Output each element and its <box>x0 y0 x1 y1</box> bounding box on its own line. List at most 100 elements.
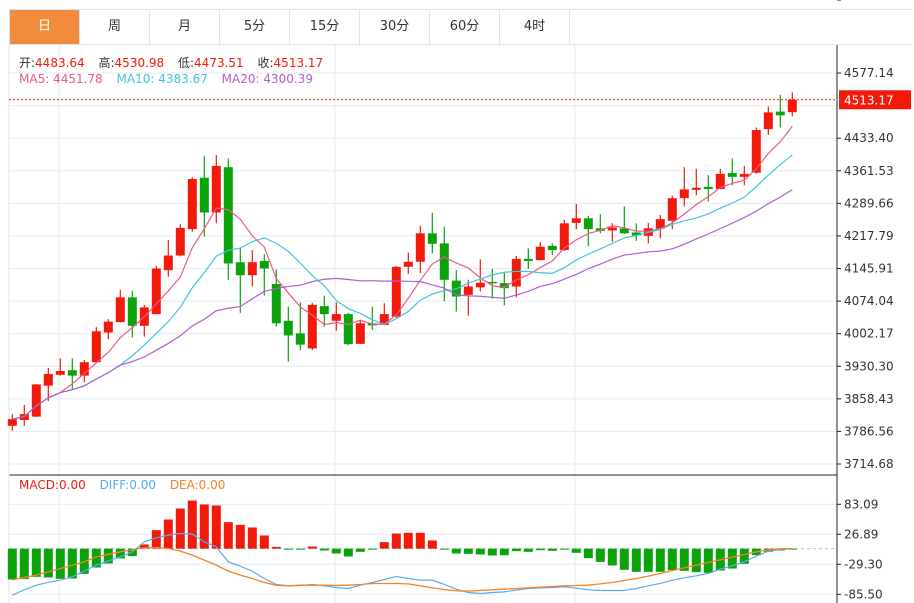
candle <box>19 404 29 426</box>
candle <box>763 106 773 135</box>
candle-body <box>775 111 785 116</box>
macd-bar <box>619 548 629 570</box>
candle <box>703 175 713 202</box>
macd-bar <box>571 548 581 553</box>
candle <box>7 414 17 431</box>
candle-body <box>751 129 761 173</box>
macd-bar <box>559 548 569 550</box>
candle <box>427 212 437 254</box>
close-value: 4513.17 <box>273 56 324 70</box>
candle-body <box>295 333 305 345</box>
macd-bar <box>271 546 281 549</box>
macd-bar <box>295 548 305 550</box>
macd-bar <box>655 548 665 572</box>
candle <box>115 289 125 323</box>
candle <box>91 327 101 364</box>
macd-bar <box>415 532 425 549</box>
macd-bar <box>535 548 545 551</box>
candle-body <box>463 286 473 295</box>
candle <box>103 319 113 340</box>
tab-5min[interactable]: 5分 <box>220 10 290 44</box>
grid-lines <box>9 45 837 603</box>
candle-body <box>763 112 773 130</box>
candle-body <box>391 266 401 317</box>
ma20-line <box>12 189 793 420</box>
macd-bar <box>211 505 221 549</box>
diff-line <box>12 532 793 596</box>
y-tick-label: 4002.17 <box>844 327 894 341</box>
candle-body <box>511 258 521 287</box>
macd-legend: MACD:0.00 DIFF:0.00 DEA:0.00 <box>19 478 235 492</box>
candle <box>379 303 389 326</box>
candle <box>283 306 293 362</box>
y-tick-label: 4433.40 <box>844 131 894 145</box>
candle <box>67 358 77 390</box>
candle-body <box>151 268 161 315</box>
macd-bar <box>367 548 377 550</box>
candle-body <box>211 165 221 213</box>
candle-body <box>631 232 641 236</box>
candle-body <box>223 167 233 264</box>
macd-bar <box>223 522 233 549</box>
last-price-box <box>839 90 911 110</box>
macd-bar <box>199 504 209 549</box>
candle-body <box>91 331 101 363</box>
tab-60min[interactable]: 60分 <box>430 10 500 44</box>
dea-line <box>12 546 793 592</box>
macd-bar <box>343 548 353 557</box>
candle-body <box>163 255 173 271</box>
candle-body <box>535 246 545 261</box>
candle <box>715 168 725 190</box>
candle-body <box>439 243 449 280</box>
tab-month[interactable]: 月 <box>150 10 220 44</box>
macd-bar <box>259 535 269 549</box>
candle <box>547 243 557 256</box>
macd-bar <box>487 548 497 556</box>
candle <box>619 206 629 235</box>
macd-bar <box>439 548 449 550</box>
candle-body <box>703 186 713 189</box>
candle-body <box>691 187 701 190</box>
tab-30min[interactable]: 30分 <box>360 10 430 44</box>
candle-body <box>103 321 113 333</box>
macd-bar <box>355 548 365 552</box>
candle-body <box>547 245 557 251</box>
macd-bar <box>7 548 17 580</box>
candle-body <box>379 314 389 325</box>
candle <box>559 219 569 251</box>
macd-bar <box>583 548 593 559</box>
candle-body <box>115 297 125 323</box>
candle-body <box>487 281 497 284</box>
candle <box>343 312 353 346</box>
tab-week[interactable]: 周 <box>80 10 150 44</box>
high-value: 4530.98 <box>114 56 165 70</box>
candle-body <box>43 373 53 386</box>
candle-body <box>271 283 281 324</box>
candle-body <box>571 218 581 223</box>
candle-body <box>187 178 197 230</box>
ma-legend: MA5: 4451.78 MA10: 4383.67 MA20: 4300.39 <box>19 72 323 86</box>
candle-body <box>7 419 17 426</box>
candle-body <box>475 282 485 288</box>
macd-bar <box>235 524 245 549</box>
candle-body <box>655 219 665 229</box>
candle-body <box>667 198 677 221</box>
candle <box>571 204 581 230</box>
macd-bar <box>307 546 317 549</box>
candle <box>235 247 245 313</box>
candle-body <box>739 173 749 177</box>
y-tick-label: 3858.43 <box>844 392 894 406</box>
candle <box>631 223 641 241</box>
y-tick-label: 4217.79 <box>844 229 894 243</box>
candle-body <box>199 177 209 213</box>
macd-bar <box>691 548 701 573</box>
tab-4hour[interactable]: 4时 <box>500 10 570 44</box>
tab-15min[interactable]: 15分 <box>290 10 360 44</box>
candle <box>187 177 197 232</box>
tab-day[interactable]: 日 <box>10 10 80 44</box>
candle <box>475 259 485 292</box>
candle <box>223 158 233 280</box>
open-label: 开: <box>19 56 36 70</box>
candle <box>751 127 761 174</box>
